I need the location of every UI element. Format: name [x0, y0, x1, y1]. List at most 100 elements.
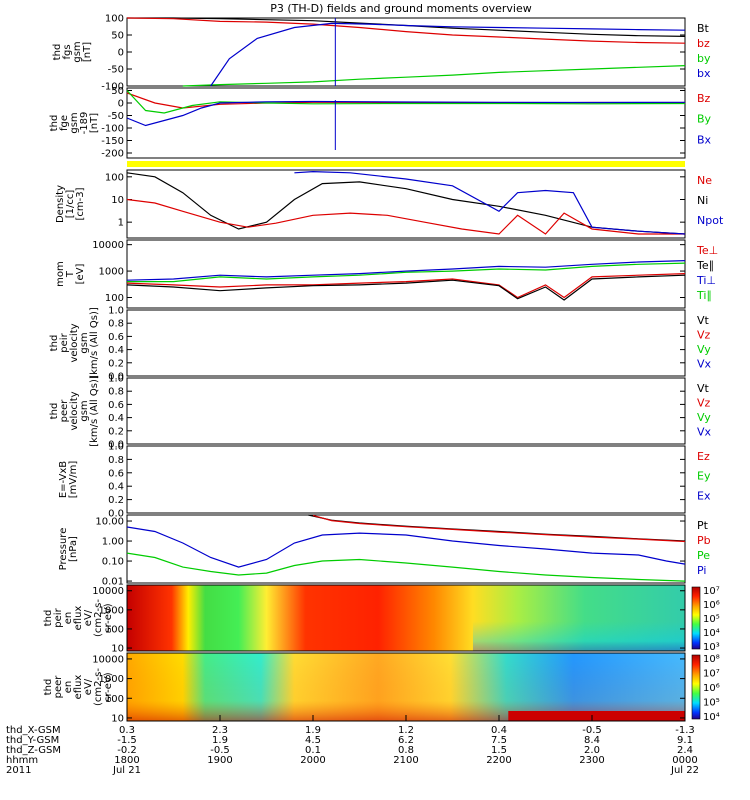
panel-temp: 10000 1000 100 mom T [eV] Te⊥ Te∥ Ti⊥ Ti∥	[55, 239, 718, 309]
legend-Pb: Pb	[697, 534, 711, 547]
x-tick-value: 0.3	[119, 725, 135, 736]
x-tick-value: 4.5	[305, 735, 321, 746]
y-tick-label: 10000	[92, 240, 124, 251]
legend-by: by	[697, 52, 711, 65]
legend-By: By	[697, 113, 712, 126]
y-tick-label: 0.4	[108, 482, 124, 493]
series-Ti∥	[127, 262, 686, 283]
y-axis-label: (cm2-s-	[93, 599, 104, 637]
x-tick-value: 0.8	[398, 745, 414, 756]
legend-Vt: Vt	[697, 314, 710, 327]
status-strip	[127, 161, 685, 167]
legend-Pi: Pi	[697, 564, 706, 577]
y-tick-label: 0.8	[108, 455, 124, 466]
colorbar-label: 10⁷	[703, 586, 720, 597]
series-Pi	[126, 526, 686, 568]
colorbar-label: 10⁶	[703, 683, 720, 694]
legend-Npot: Npot	[697, 214, 724, 227]
panel-velocity_elec: 1.0 0.8 0.6 0.4 0.2 0.0 thd peer velocity gsm [km/…	[49, 374, 712, 451]
legend-Ne: Ne	[697, 174, 712, 187]
y-axis-label: [nT]	[82, 42, 93, 62]
y-axis-label: thd	[52, 44, 63, 61]
legend-Ex: Ex	[697, 489, 711, 502]
y-tick-label: 1	[118, 218, 124, 229]
y-tick-label: 0	[118, 99, 124, 110]
colorbar-label: 10⁶	[703, 600, 720, 611]
x-tick-value: 9.1	[677, 735, 693, 746]
y-tick-label: 0.6	[108, 400, 124, 411]
legend-Vt: Vt	[697, 382, 710, 395]
y-tick-label: -50	[108, 111, 124, 122]
series-Pe	[126, 552, 686, 582]
panel-frame	[126, 309, 686, 377]
y-axis-label: thd	[49, 335, 60, 352]
y-tick-label: 0.2	[108, 426, 124, 437]
y-tick-label: 1.0	[108, 374, 124, 385]
y-axis-label: gsm	[79, 332, 90, 353]
y-tick-label: 1.0	[108, 442, 124, 453]
panel-fge: 50 0-50 -100-150 -200 thd fge gsm -189 [nT] Bz By B…	[49, 86, 712, 160]
panel-fgs: 100 50 0 -50 -100 thd fgs gsm [nT] Bt bz by bx	[52, 14, 711, 93]
series-Npot	[294, 170, 686, 235]
x-tick-value: 2.0	[584, 745, 600, 756]
legend-Ey: Ey	[697, 470, 711, 483]
y-axis-label: peir	[59, 332, 70, 352]
x-tick-value: 0.1	[305, 745, 321, 756]
x-tick-value: -1.5	[117, 735, 137, 746]
y-axis-label: Density	[55, 185, 66, 223]
panel-velocity_ion: 1.0 0.8 0.6 0.4 0.2 0.0 thd peir velocity gsm [km/…	[49, 306, 712, 383]
y-tick-label: 1000	[99, 674, 124, 685]
colorbar	[691, 586, 701, 650]
series-bx	[210, 22, 686, 87]
panel-frame	[126, 169, 686, 239]
legend-Bx: Bx	[697, 133, 712, 146]
x-row-label: thd_Z-GSM	[6, 745, 61, 756]
x-tick-value: 1.2	[398, 725, 414, 736]
y-axis-label: [eV]	[75, 264, 86, 285]
legend-Ez: Ez	[697, 450, 710, 463]
y-tick-label: -200	[101, 149, 124, 160]
panel-elec_spec: 10⁸ 10⁷ 10⁶ 10⁵ 10⁴ 10000 1000 100 10 thd peer en ef…	[43, 652, 720, 724]
panel-frame	[126, 377, 686, 445]
y-tick-label: 50	[111, 31, 124, 42]
y-axis-label: eflux	[73, 606, 84, 631]
y-axis-label: [km/s (All Qs)]	[89, 375, 100, 447]
y-axis-label: peer	[53, 675, 64, 699]
x-tick-value: 1900	[207, 755, 232, 766]
y-axis-label: thd	[49, 115, 60, 132]
y-tick-label: 0.10	[102, 557, 124, 568]
y-tick-label: 0.0	[108, 372, 124, 383]
y-axis-label: fge	[59, 115, 70, 131]
colorbar-label: 10⁵	[703, 614, 720, 625]
electron-spectrogram-hot-band	[508, 711, 685, 721]
y-axis-label: thd	[43, 610, 54, 627]
y-axis-label: en	[63, 612, 74, 625]
panel-frame	[126, 239, 686, 309]
y-axis-label: -189	[79, 112, 90, 135]
series-Ni	[126, 172, 686, 235]
x-tick-value: 8.4	[584, 735, 600, 746]
y-tick-label: 100	[105, 624, 124, 635]
colorbar-label: 10⁸	[703, 654, 720, 665]
y-tick-label: 10.00	[95, 517, 124, 528]
x-date-start: Jul 21	[112, 765, 141, 776]
series-Ti⊥	[126, 260, 686, 281]
y-axis-label: sr-eV)	[103, 672, 114, 701]
y-axis-label: [cm-3]	[75, 187, 86, 220]
y-tick-label: 100	[105, 694, 124, 705]
panel-efield: 1.0 0.8 0.6 0.4 0.2 0.0 E=-VxB [mV/m] Ez Ey Ex	[58, 442, 711, 520]
legend-Bz: Bz	[697, 92, 711, 105]
y-tick-label: 1000	[99, 605, 124, 616]
y-axis-label: gsm	[69, 112, 80, 133]
x-tick-value: 2000	[300, 755, 325, 766]
y-axis-label: mom	[55, 261, 66, 287]
x-tick-value: 2300	[579, 755, 604, 766]
x-tick-value: -0.2	[117, 745, 137, 756]
x-tick-value: 1.9	[212, 735, 228, 746]
x-tick-value: -1.3	[675, 725, 695, 736]
y-axis-label: thd	[49, 403, 60, 420]
x-tick-value: 6.2	[398, 735, 414, 746]
y-axis-label: [nPa]	[68, 536, 79, 562]
x-tick-value: 0000	[672, 755, 697, 766]
